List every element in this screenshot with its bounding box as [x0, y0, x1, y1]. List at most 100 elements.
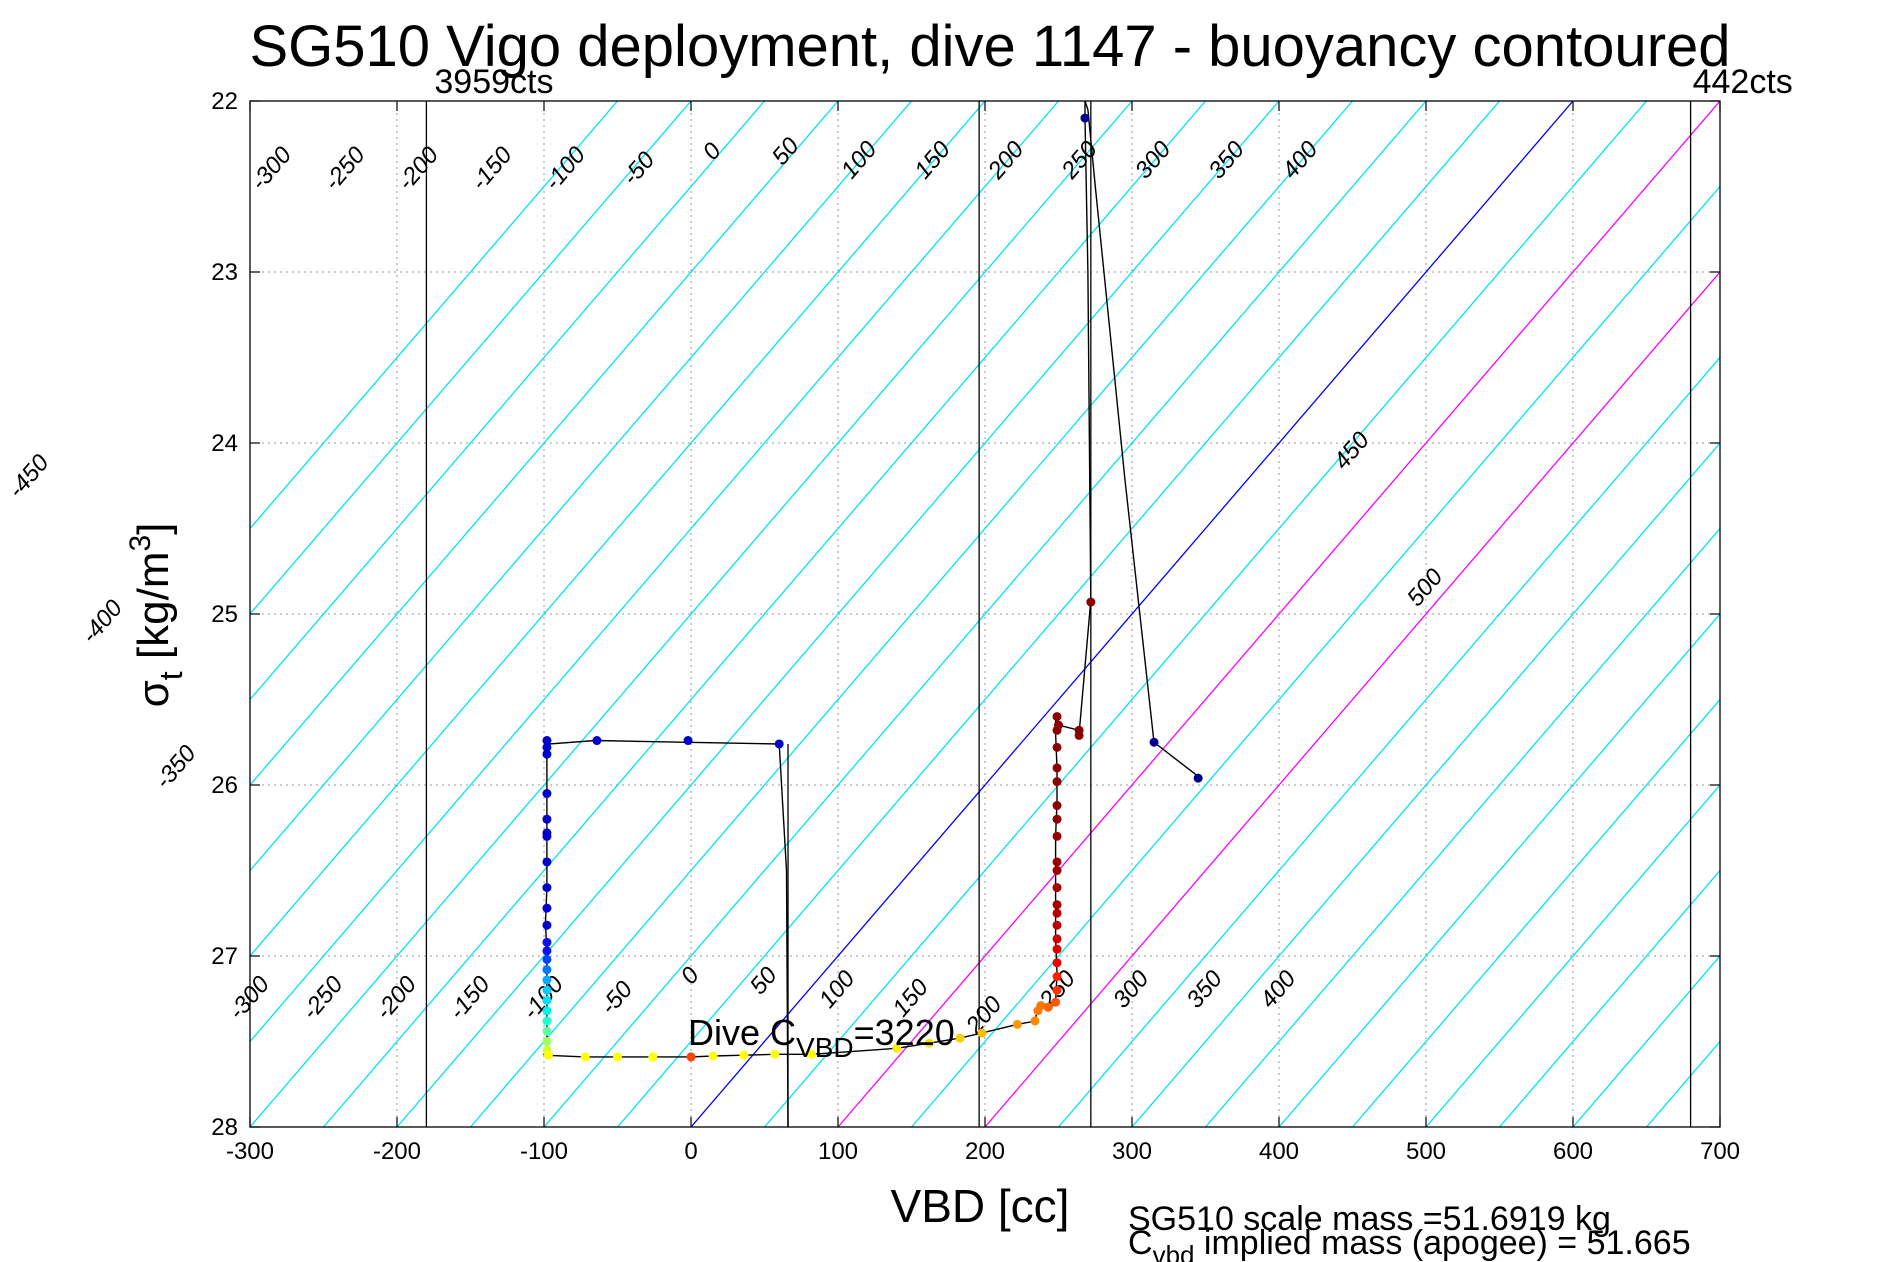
dive-c-vbd-main: Dive C	[688, 1012, 796, 1053]
data-point	[542, 937, 552, 947]
x-tick-label: 200	[965, 1138, 1005, 1165]
buoyancy-contour	[984, 271, 1720, 1127]
data-point	[708, 1051, 718, 1061]
buoyancy-contour	[1205, 527, 1720, 1127]
data-point	[774, 739, 784, 749]
data-point	[770, 1049, 780, 1059]
data-point	[1149, 737, 1159, 747]
buoyancy-contour	[617, 101, 1500, 1127]
data-point	[542, 954, 552, 964]
data-point	[542, 883, 552, 893]
buoyancy-contour	[250, 101, 1133, 1127]
buoyancy-contour	[690, 101, 1574, 1127]
y-axis-label-unit-close: ]	[129, 523, 178, 535]
buoyancy-contour	[250, 101, 692, 615]
data-point	[542, 789, 552, 799]
y-tick-label: 27	[211, 943, 238, 970]
data-point	[542, 975, 552, 985]
data-point	[542, 985, 552, 995]
y-axis-label: σt [kg/m3]	[124, 523, 189, 708]
data-point	[892, 1043, 902, 1053]
data-point	[1074, 730, 1084, 740]
data-point	[686, 1052, 696, 1062]
data-point	[542, 1026, 552, 1036]
data-point	[542, 920, 552, 930]
data-point	[807, 1049, 817, 1059]
data-point	[1030, 1016, 1040, 1026]
x-tick-label: 300	[1112, 1138, 1152, 1165]
data-point	[739, 1050, 749, 1060]
x-tick-label: 700	[1700, 1138, 1740, 1165]
buoyancy-contour	[1278, 613, 1720, 1127]
implied-mass-sub: vbd	[1153, 1240, 1195, 1262]
plot-area-clipped	[250, 101, 1720, 1127]
buoyancy-contour	[250, 101, 765, 701]
data-point	[1052, 831, 1062, 841]
implied-mass-rest: implied mass (apogee) = 51.665	[1194, 1224, 1690, 1262]
data-point	[1036, 1001, 1046, 1011]
data-point	[683, 736, 693, 746]
y-axis-label-sub: t	[153, 671, 189, 680]
y-axis-label-sigma: σ	[129, 680, 178, 707]
data-point	[592, 736, 602, 746]
data-point	[542, 1016, 552, 1026]
data-point	[1052, 742, 1062, 752]
data-point	[1086, 597, 1096, 607]
buoyancy-contour	[764, 101, 1647, 1127]
data-point	[648, 1052, 658, 1062]
data-point	[1052, 900, 1062, 910]
buoyancy-contour	[250, 101, 1059, 1043]
buoyancy-contour	[250, 101, 839, 786]
y-tick-label: 24	[211, 430, 238, 457]
data-point	[542, 946, 552, 956]
buoyancy-contour	[1131, 442, 1720, 1127]
buoyancy-contour	[396, 101, 1280, 1127]
data-point	[542, 1006, 552, 1016]
y-tick-label: 26	[211, 772, 238, 799]
implied-mass-annotation: Cvbd implied mass (apogee) = 51.665	[1128, 1224, 1691, 1262]
y-tick-label: 28	[211, 1114, 238, 1141]
data-point	[542, 995, 552, 1005]
buoyancy-contour	[911, 185, 1720, 1127]
data-point	[542, 814, 552, 824]
data-point	[1052, 944, 1062, 954]
x-tick-label: -200	[373, 1138, 421, 1165]
x-axis-label: VBD [cc]	[891, 1180, 1070, 1232]
data-point	[542, 749, 552, 759]
data-point	[542, 742, 552, 752]
scale-mass-annotation: SG510 scale mass =51.6919 kg	[1128, 1200, 1611, 1238]
data-point	[1043, 1002, 1053, 1012]
dive-c-vbd-value: =3220	[854, 1012, 955, 1053]
data-point	[542, 857, 552, 867]
buoyancy-contour	[470, 101, 1353, 1127]
buoyancy-contour	[837, 101, 1720, 1127]
data-point	[1052, 777, 1062, 787]
data-point	[1052, 857, 1062, 867]
x-tick-label: -300	[226, 1138, 274, 1165]
x-tick-label: 100	[818, 1138, 858, 1165]
x-tick-label: -100	[520, 1138, 568, 1165]
data-point	[1052, 883, 1062, 893]
data-point	[1052, 920, 1062, 930]
buoyancy-contour	[543, 101, 1427, 1127]
vbd-limit-label-left: 3959cts	[434, 63, 553, 101]
y-tick-label: 25	[211, 601, 238, 628]
data-point	[955, 1033, 965, 1043]
data-point	[1052, 934, 1062, 944]
buoyancy-contour	[250, 101, 986, 957]
data-point	[1052, 866, 1062, 875]
data-point	[542, 903, 552, 913]
dive-path-ascent	[543, 100, 1199, 1058]
data-point	[1012, 1019, 1022, 1029]
data-point	[1051, 997, 1061, 1007]
data-point	[1052, 763, 1062, 773]
y-axis-label-unit-sup: 3	[124, 535, 157, 552]
data-point	[1052, 958, 1062, 968]
data-point	[1054, 720, 1063, 730]
data-point	[542, 965, 552, 975]
x-tick-label: 600	[1553, 1138, 1593, 1165]
data-point	[1080, 113, 1090, 123]
data-point	[924, 1038, 934, 1048]
